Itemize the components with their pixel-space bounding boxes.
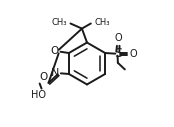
Text: N: N (51, 68, 59, 78)
Text: O: O (129, 49, 137, 59)
Text: CH₃: CH₃ (95, 18, 110, 27)
Text: CH₃: CH₃ (51, 18, 67, 27)
Text: O: O (114, 33, 122, 43)
Text: S: S (114, 47, 122, 60)
Text: O: O (50, 46, 59, 56)
Text: HO: HO (31, 90, 46, 100)
Text: O: O (40, 72, 48, 82)
